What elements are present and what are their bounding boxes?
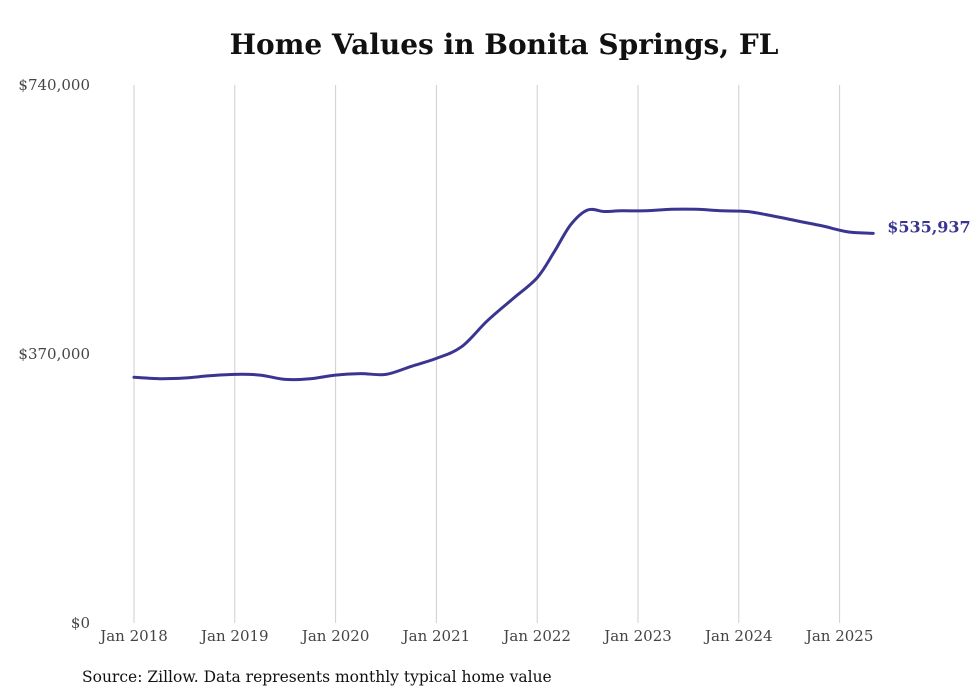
x-tick-label: Jan 2022 [501,627,571,645]
y-tick-label: $370,000 [18,345,90,363]
x-tick-label: Jan 2021 [401,627,471,645]
x-tick-label: Jan 2018 [98,627,168,645]
end-value-label: $535,937 [887,217,971,236]
y-axis-ticks: $0 $370,000 $740,000 [18,76,90,632]
source-note: Source: Zillow. Data represents monthly … [82,668,552,686]
y-tick-label: $740,000 [18,76,90,94]
x-axis-ticks: Jan 2018 Jan 2019 Jan 2020 Jan 2021 Jan 2022… [98,627,873,645]
chart-title: Home Values in Bonita Springs, FL [229,28,779,61]
x-tick-label: Jan 2020 [300,627,370,645]
x-tick-label: Jan 2023 [602,627,672,645]
x-tick-label: Jan 2019 [199,627,269,645]
gridlines [133,85,841,623]
x-tick-label: Jan 2025 [804,627,874,645]
y-tick-label: $0 [71,614,90,632]
x-tick-label: Jan 2024 [703,627,773,645]
series-line [132,207,875,382]
